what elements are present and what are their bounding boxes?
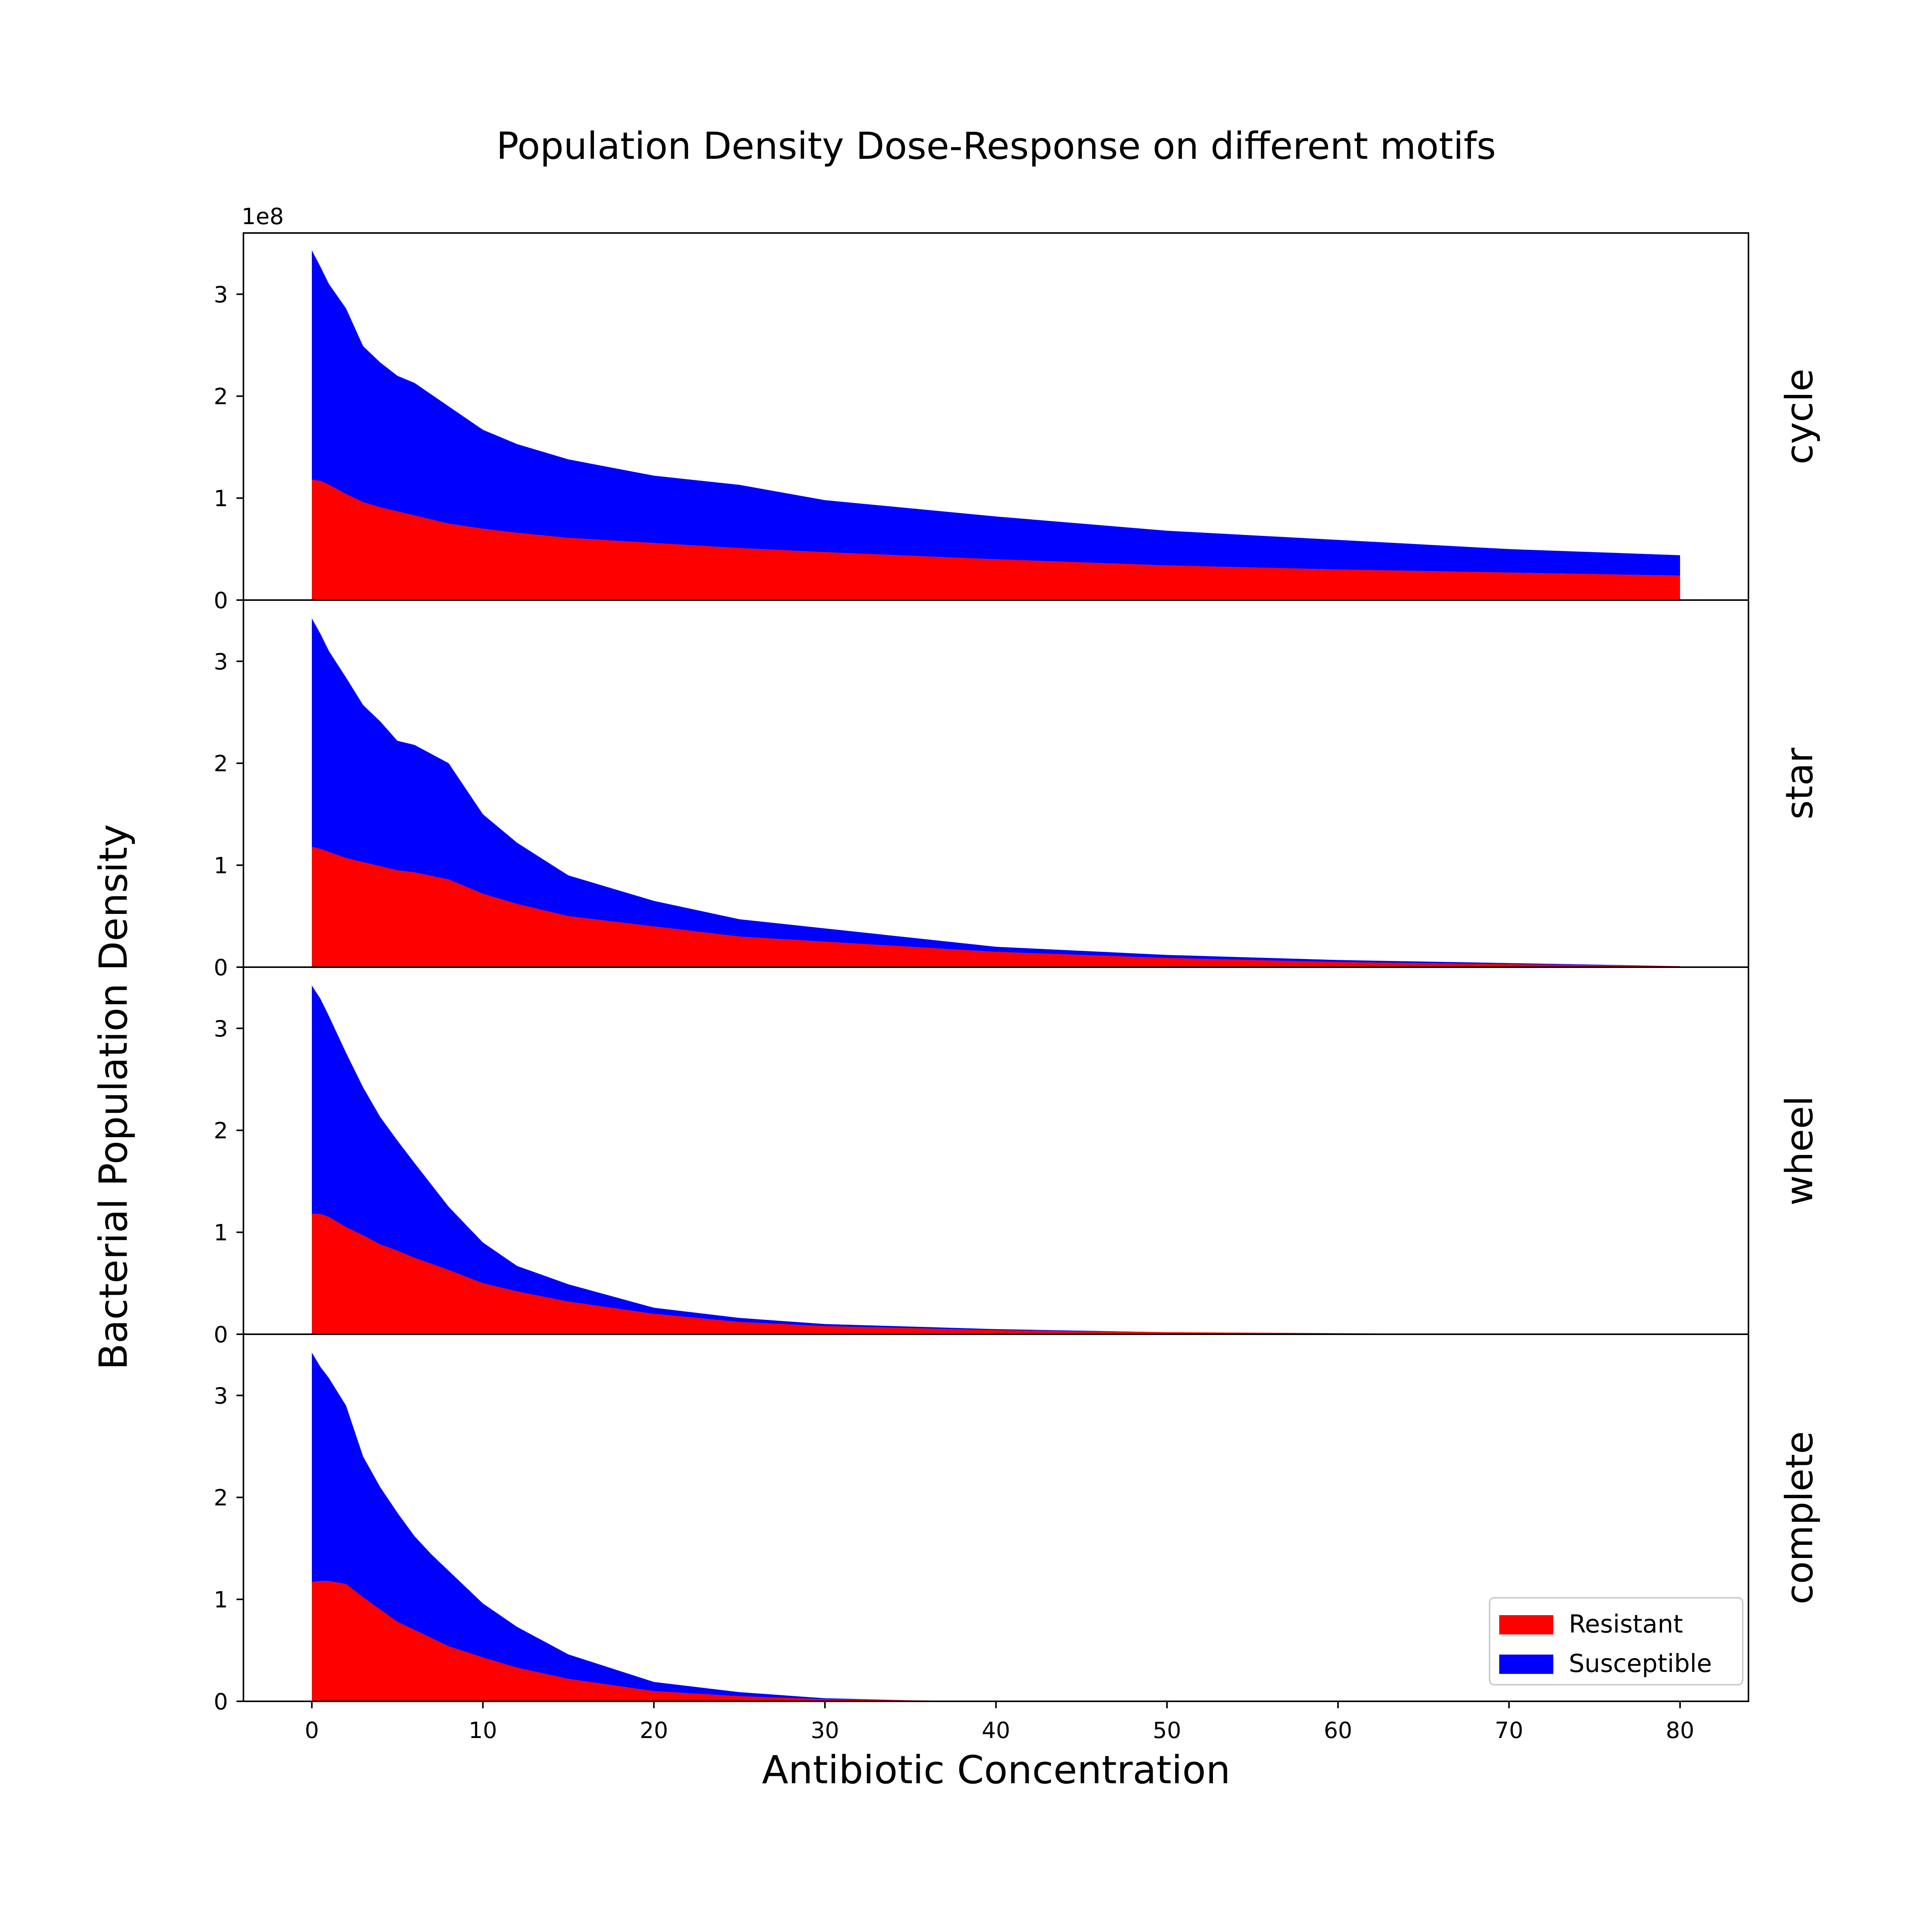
- y-tick-label: 3: [214, 1383, 228, 1409]
- y-tick-label: 2: [214, 1485, 228, 1511]
- legend-label-resistant: Resistant: [1569, 1610, 1683, 1639]
- panel-complete: 0 1 2 3 complete: [214, 1333, 1821, 1715]
- x-axis: 0 10 20 30 40 50 60 70 80: [305, 1701, 1694, 1743]
- y-tick-label: 0: [214, 1689, 228, 1715]
- y-tick-label: 2: [214, 383, 228, 410]
- y-tick-label: 1: [214, 852, 228, 879]
- legend-label-susceptible: Susceptible: [1569, 1650, 1712, 1678]
- y-offset-text: 1e8: [242, 203, 284, 230]
- x-tick-label: 20: [639, 1717, 668, 1743]
- x-tick-label: 80: [1666, 1717, 1694, 1743]
- x-tick-label: 0: [305, 1717, 319, 1743]
- panel-wheel: 0 1 2 3 wheel: [214, 966, 1821, 1348]
- y-tick-label: 2: [214, 750, 228, 777]
- x-axis-label: Antibiotic Concentration: [762, 1747, 1230, 1793]
- y-tick-label: 2: [214, 1117, 228, 1144]
- x-tick-label: 60: [1324, 1717, 1352, 1743]
- y-tick-label: 1: [214, 485, 228, 512]
- y-tick-label: 3: [214, 1015, 228, 1042]
- x-tick-label: 70: [1495, 1717, 1523, 1743]
- area-resistant-wheel: [312, 1214, 1680, 1334]
- y-tick-label: 1: [214, 1219, 228, 1246]
- panel-star: 0 1 2 3 star: [214, 599, 1821, 981]
- y-tick-label: 1: [214, 1587, 228, 1613]
- legend-swatch-resistant: [1499, 1615, 1553, 1634]
- y-tick-label: 0: [214, 587, 228, 614]
- panel-label-star: star: [1778, 747, 1821, 819]
- chart-title: Population Density Dose-Response on diff…: [496, 124, 1496, 168]
- legend-swatch-susceptible: [1499, 1655, 1553, 1674]
- panel-label-cycle: cycle: [1778, 369, 1821, 464]
- area-susceptible-complete: [312, 1352, 1680, 1701]
- legend: Resistant Susceptible: [1489, 1597, 1743, 1685]
- area-susceptible-wheel: [312, 985, 1680, 1334]
- x-tick-label: 40: [982, 1717, 1010, 1743]
- y-tick-label: 0: [214, 954, 228, 981]
- area-susceptible-cycle: [312, 250, 1680, 576]
- panel-cycle: 0 1 2 3 cycle: [214, 232, 1821, 614]
- x-tick-label: 50: [1153, 1717, 1181, 1743]
- panels: 0 1 2 3 cycle 0 1 2 3 star 0 1 2 3 wheel 0 1 2 3 complete: [214, 232, 1821, 1715]
- panel-label-complete: complete: [1778, 1431, 1821, 1604]
- area-resistant-star: [312, 847, 1680, 967]
- x-tick-label: 30: [811, 1717, 839, 1743]
- y-axis-label: Bacterial Population Density: [91, 824, 136, 1370]
- x-tick-label: 10: [469, 1717, 497, 1743]
- area-resistant-complete: [312, 1581, 1680, 1701]
- y-tick-label: 3: [214, 281, 228, 308]
- y-tick-label: 3: [214, 648, 228, 675]
- area-resistant-cycle: [312, 480, 1680, 600]
- y-tick-label: 0: [214, 1321, 228, 1348]
- panel-label-wheel: wheel: [1778, 1096, 1821, 1206]
